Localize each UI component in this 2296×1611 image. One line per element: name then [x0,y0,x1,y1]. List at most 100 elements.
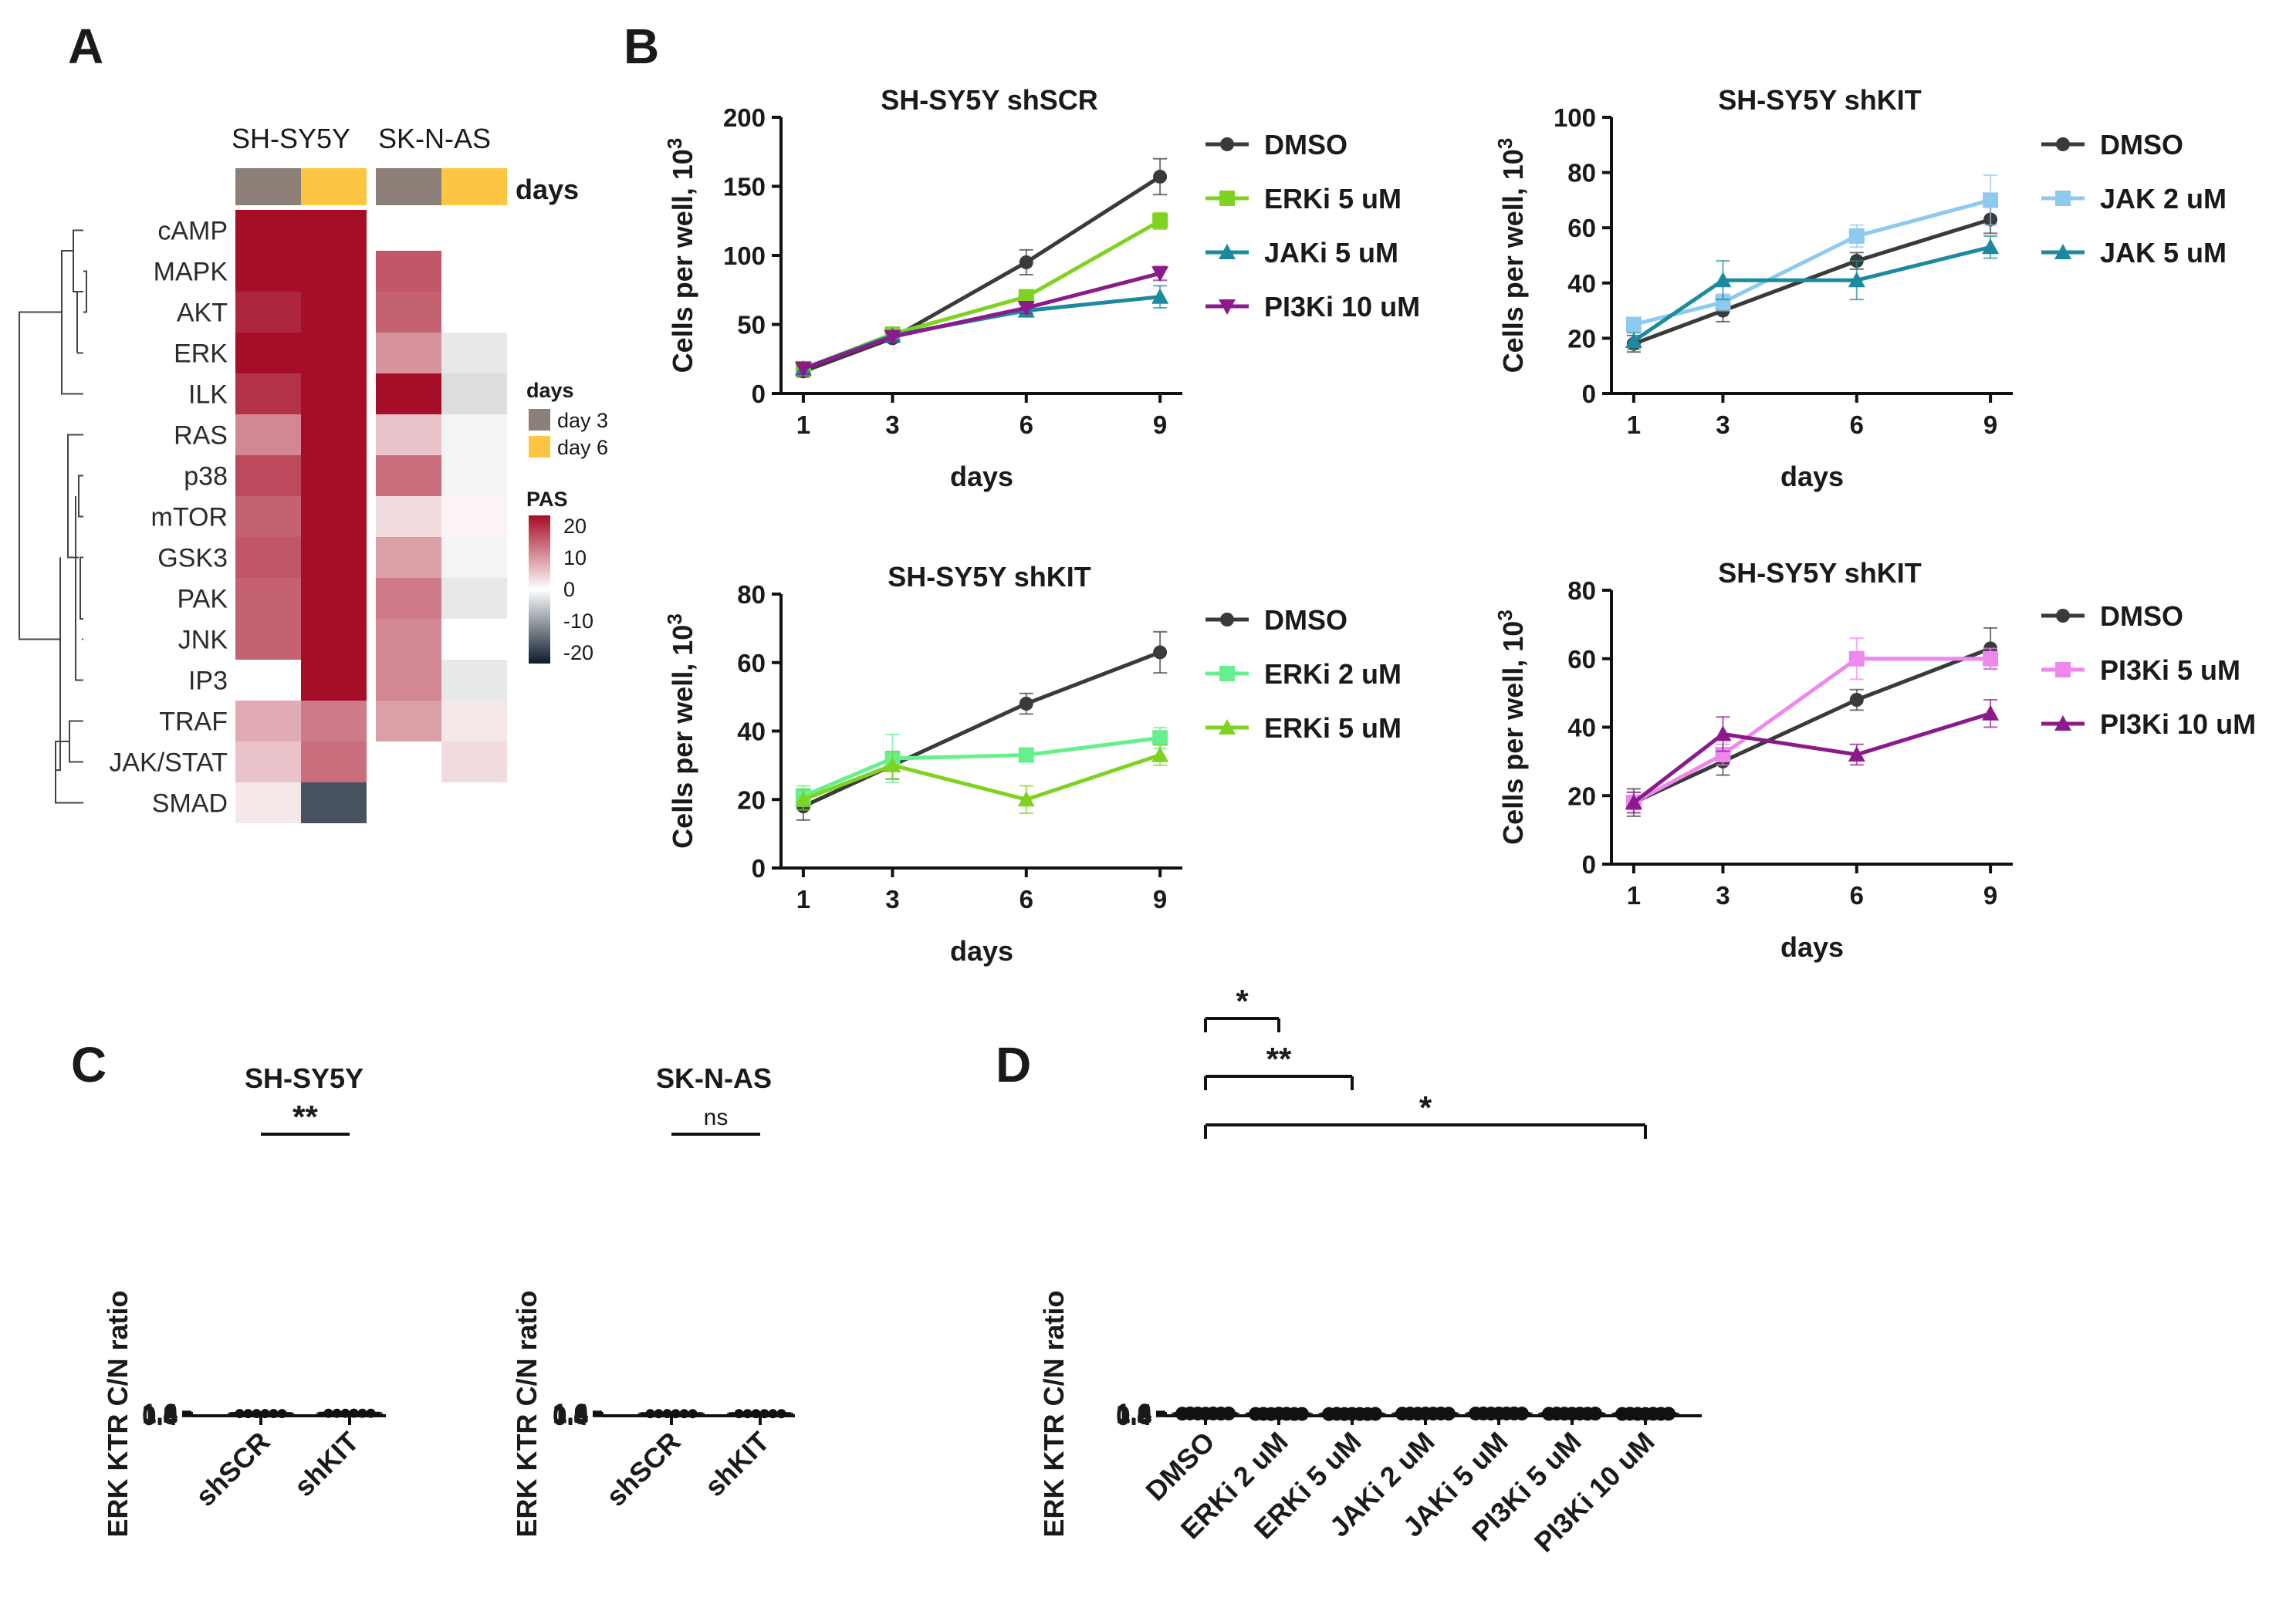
y-tick-label: 80 [737,580,766,609]
y-tick-label: 60 [1567,645,1596,674]
x-tick-label: 1 [1627,881,1641,910]
data-point-triangle-down [1219,299,1236,315]
heatmap-cell [441,660,507,701]
x-category-label: shSCR [189,1426,276,1512]
series-line [803,271,1161,371]
replicate-point [1442,1407,1456,1421]
heatmap-cell [301,619,367,660]
x-tick-label: 6 [1020,885,1033,914]
y-tick-label: 0 [752,380,766,408]
dendrogram-branch [19,311,62,640]
replicate-point [366,1408,376,1418]
heatmap-row-label: TRAF [159,708,228,737]
pas-tick-label: 10 [563,546,587,569]
series-line [803,174,1162,373]
y-tick-label: 1.4 [553,1399,589,1427]
heatmap-cell [441,414,507,455]
day-annotation-cell [376,168,441,205]
y-tick-label: 1.0 [553,1400,588,1429]
legend-label: DMSO [2100,129,2183,160]
data-point-square [1625,316,1642,333]
data-point-square [1848,650,1865,667]
day-annotation-cell [235,168,301,205]
data-point-triangle [1714,272,1732,288]
data-point-square [1018,747,1034,763]
series-line [802,219,1162,371]
y-tick-label: 40 [737,718,766,746]
data-point-square [1848,228,1865,244]
cell-line-label: SK-N-AS [378,123,491,154]
series-line [1632,657,1991,805]
series-line [802,753,1161,802]
y-tick-label: 0 [752,854,766,883]
y-tick-label: 1.4 [1116,1399,1152,1427]
replicate-point [357,1408,367,1418]
heatmap-row-label: GSK3 [157,544,228,573]
heatmap-row-label: cAMP [157,217,228,246]
y-axis-title-superscript: 3 [1493,610,1517,620]
heatmap-cell [235,496,301,537]
heatmap-cell [235,782,301,823]
dendrogram-branch [83,270,87,313]
heatmap-cell [441,496,507,537]
significance-label: * [1419,1089,1432,1126]
legend-label: JAK 5 uM [2100,237,2227,268]
legend-label: ERKi 5 uM [1264,712,1402,744]
replicate-point [654,1409,664,1419]
y-tick-label: 1.6 [142,1398,178,1427]
heatmap-cell [235,619,301,660]
y-axis-title-superscript: 3 [1493,138,1517,149]
dendrogram-branch [56,557,61,772]
pas-legend-title: PAS [526,488,568,511]
x-tick-label: 6 [1020,410,1033,439]
dendrogram [19,229,87,804]
pas-tick-label: 20 [563,515,587,538]
replicate-point [776,1409,786,1419]
days-legend-label: day 3 [557,409,608,432]
y-tick-label: 1.2 [1116,1400,1151,1428]
data-point-triangle-down [1017,301,1035,317]
data-point-triangle [1625,794,1642,810]
heatmap-cell [301,537,367,578]
chart-title: SH-SY5Y shKIT [1718,557,1921,589]
y-tick-label: 60 [1567,214,1596,242]
legend-label: ERKi 5 uM [1264,183,1402,214]
replicate-point [332,1408,342,1418]
heatmap-row-label: SMAD [152,789,228,819]
y-tick-label: 40 [1567,714,1596,742]
x-tick-label: 6 [1850,410,1864,439]
data-point-triangle-down [884,329,901,346]
heatmap-cell [235,333,301,373]
x-tick-label: 3 [885,410,899,439]
y-axis-title: Cells per well, 103 [1493,138,1529,373]
heatmap-cell [235,373,301,414]
y-tick-label: 1.2 [553,1400,588,1428]
y-tick-label: 0.6 [553,1401,588,1430]
y-tick-label: 0.4 [1116,1402,1152,1430]
x-tick-label: 9 [1153,410,1167,439]
x-tick-label: 9 [1983,410,1997,439]
dendrogram-branch [75,496,83,681]
replicate-point [340,1408,350,1418]
significance-label: ns [704,1105,729,1130]
legend-label: DMSO [1264,129,1348,160]
data-point-square [1715,294,1731,310]
x-axis-title: days [950,461,1013,492]
heatmap-cell [441,251,507,292]
heatmap-cell [441,333,507,373]
data-point-circle [1220,613,1234,626]
replicate-point [1368,1407,1382,1421]
data-point-triangle [1625,332,1642,348]
panel-letter-b: B [624,19,659,74]
heatmap-cell [301,210,367,251]
pas-tick-label: -20 [563,641,593,664]
y-tick-label: 40 [1567,269,1596,298]
heatmap-cell [376,619,441,660]
panel-letter-d: D [996,1037,1031,1093]
y-axis-title: ERK KTR C/N ratio [1038,1290,1070,1537]
data-point-triangle [1219,719,1236,735]
heatmap-cell [376,701,441,741]
